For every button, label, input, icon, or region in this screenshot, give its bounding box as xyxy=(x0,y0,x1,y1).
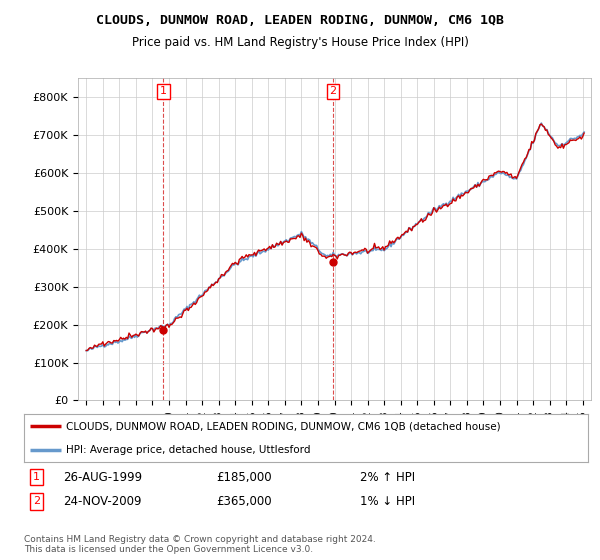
Text: HPI: Average price, detached house, Uttlesford: HPI: Average price, detached house, Uttl… xyxy=(66,445,311,455)
Text: Price paid vs. HM Land Registry's House Price Index (HPI): Price paid vs. HM Land Registry's House … xyxy=(131,36,469,49)
Text: 24-NOV-2009: 24-NOV-2009 xyxy=(63,494,142,508)
Text: 2% ↑ HPI: 2% ↑ HPI xyxy=(360,470,415,484)
Text: £185,000: £185,000 xyxy=(216,470,272,484)
Text: 2: 2 xyxy=(329,86,337,96)
Text: 1: 1 xyxy=(33,472,40,482)
Text: £365,000: £365,000 xyxy=(216,494,272,508)
Text: CLOUDS, DUNMOW ROAD, LEADEN RODING, DUNMOW, CM6 1QB: CLOUDS, DUNMOW ROAD, LEADEN RODING, DUNM… xyxy=(96,14,504,27)
Text: CLOUDS, DUNMOW ROAD, LEADEN RODING, DUNMOW, CM6 1QB (detached house): CLOUDS, DUNMOW ROAD, LEADEN RODING, DUNM… xyxy=(66,422,501,432)
Text: 1: 1 xyxy=(160,86,167,96)
Text: Contains HM Land Registry data © Crown copyright and database right 2024.
This d: Contains HM Land Registry data © Crown c… xyxy=(24,535,376,554)
Text: 2: 2 xyxy=(33,496,40,506)
Text: 1% ↓ HPI: 1% ↓ HPI xyxy=(360,494,415,508)
Text: 26-AUG-1999: 26-AUG-1999 xyxy=(63,470,142,484)
